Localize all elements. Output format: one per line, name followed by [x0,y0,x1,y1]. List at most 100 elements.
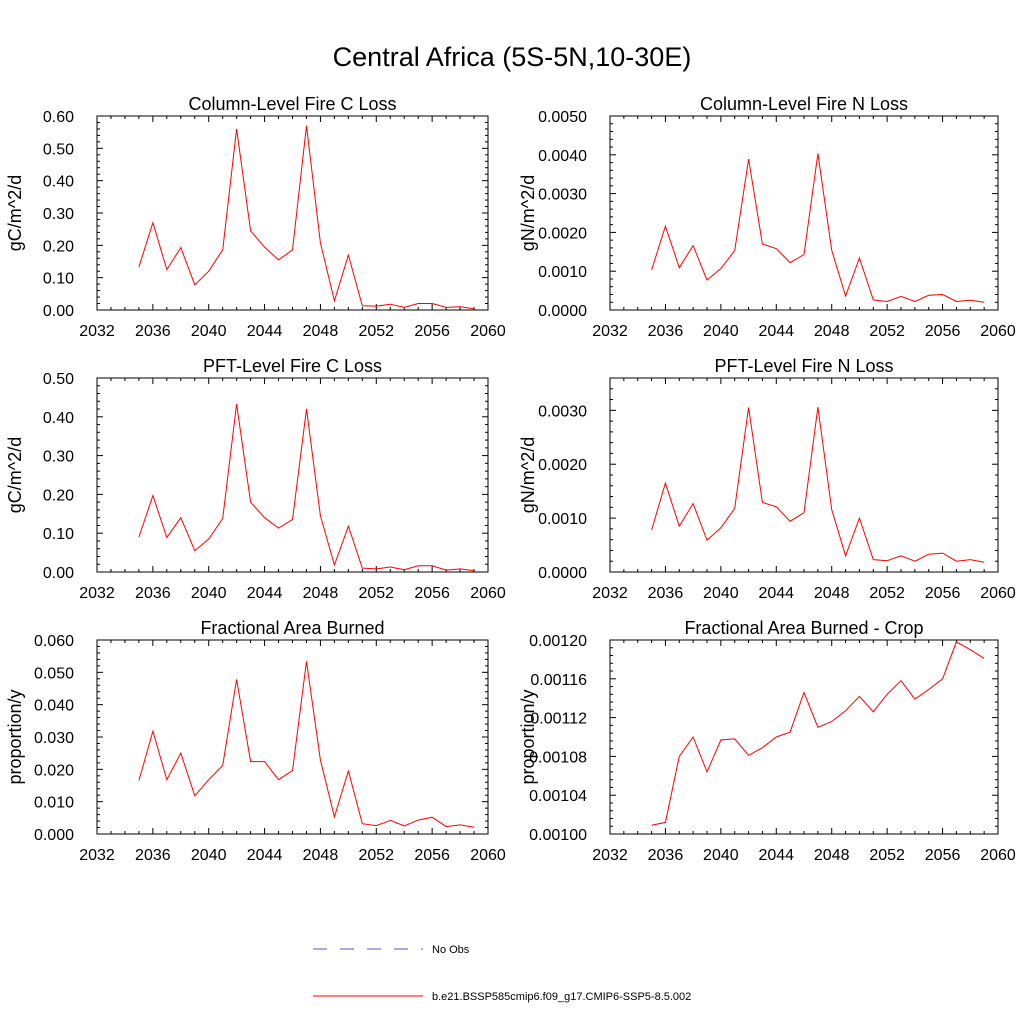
y-tick-label: 0.00116 [530,672,587,689]
x-tick-label: 2040 [703,323,739,340]
y-axis-label: gC/m^2/d [5,175,25,251]
x-tick-label: 2060 [980,847,1016,864]
x-tick-label: 2060 [470,323,506,340]
panel-title: PFT-Level Fire N Loss [714,356,893,376]
x-tick-label: 2056 [925,323,961,340]
y-tick-label: 0.0020 [538,457,587,474]
x-tick-label: 2044 [758,847,794,864]
x-tick-label: 2052 [358,323,394,340]
x-tick-label: 2040 [703,585,739,602]
x-tick-label: 2044 [247,323,283,340]
x-tick-label: 2056 [925,847,961,864]
x-tick-label: 2036 [648,323,684,340]
y-tick-label: 0.0020 [538,225,587,242]
x-tick-label: 2032 [79,323,115,340]
plot-frame [96,639,489,835]
x-tick-label: 2036 [648,585,684,602]
x-tick-label: 2044 [247,585,283,602]
y-tick-label: 0.020 [34,762,74,779]
y-tick-label: 0.0010 [538,511,587,528]
x-tick-label: 2056 [414,585,450,602]
y-tick-label: 0.00120 [529,633,587,650]
series-line [651,641,985,826]
y-tick-label: 0.00112 [530,711,587,728]
y-tick-label: 0.40 [43,410,74,427]
x-tick-label: 2032 [79,585,115,602]
legend-model-label: b.e21.BSSP585cmip6.f09_g17.CMIP6-SSP5-8.… [432,991,691,1003]
panel-4: PFT-Level Fire N Loss gN/m^2/d 2032 2036 204… [518,356,1016,602]
x-tick-label: 2060 [980,323,1016,340]
x-tick-label: 2036 [135,323,171,340]
figure-title: Central Africa (5S-5N,10-30E) [333,42,692,72]
x-tick-label: 2048 [814,323,850,340]
panel-title: Fractional Area Burned [200,618,384,638]
y-tick-label: 0.10 [43,526,74,543]
x-tick-label: 2032 [79,847,115,864]
x-tick-label: 2056 [414,323,450,340]
x-tick-label: 2052 [869,585,905,602]
x-tick-label: 2060 [980,585,1016,602]
x-tick-label: 2032 [592,323,628,340]
y-tick-label: 0.0000 [538,565,587,582]
y-tick-label: 0.60 [43,109,74,126]
y-tick-label: 0.0010 [538,264,587,281]
plot-frame [96,115,489,311]
series-line [651,407,985,563]
panel-6: Fractional Area Burned - Crop proportion/… [518,618,1016,864]
y-tick-label: 0.30 [43,206,74,223]
x-tick-label: 2044 [758,585,794,602]
y-tick-label: 0.20 [43,238,74,255]
x-tick-label: 2032 [592,847,628,864]
y-axis-label: proportion/y [518,689,538,784]
plot-frame [609,377,999,573]
legend-obs-label: No Obs [432,944,470,956]
y-tick-label: 0.40 [43,174,74,191]
y-axis-label: gC/m^2/d [5,437,25,513]
panel-title: Column-Level Fire C Loss [188,94,396,114]
series-line [138,125,475,310]
y-tick-label: 0.10 [43,271,74,288]
y-tick-label: 0.00100 [529,827,587,844]
y-tick-label: 0.00108 [529,749,587,766]
x-tick-label: 2052 [358,847,394,864]
x-tick-label: 2048 [814,585,850,602]
y-tick-label: 0.00 [43,565,74,582]
x-tick-label: 2040 [191,847,227,864]
y-tick-label: 0.010 [34,795,74,812]
plot-frame [96,377,489,573]
x-tick-label: 2032 [592,585,628,602]
x-tick-label: 2052 [358,585,394,602]
y-axis-label: gN/m^2/d [518,437,538,513]
y-tick-label: 0.060 [34,633,74,650]
y-tick-label: 0.0050 [538,109,587,126]
panel-5: Fractional Area Burned proportion/y 2032 20… [5,618,506,864]
x-tick-label: 2036 [135,585,171,602]
plot-frame [609,639,999,835]
y-tick-label: 0.00 [43,303,74,320]
series-line [651,153,985,303]
y-tick-label: 0.050 [34,665,74,682]
y-tick-label: 0.0030 [538,187,587,204]
series-line [138,661,475,828]
x-tick-label: 2052 [869,847,905,864]
plot-frame [609,115,999,311]
y-tick-label: 0.50 [43,371,74,388]
x-tick-label: 2048 [303,585,339,602]
y-tick-label: 0.0030 [538,403,587,420]
y-tick-label: 0.0040 [538,148,587,165]
panel-title: PFT-Level Fire C Loss [203,356,382,376]
x-tick-label: 2060 [470,847,506,864]
y-tick-label: 0.0000 [538,303,587,320]
x-tick-label: 2036 [648,847,684,864]
y-tick-label: 0.000 [34,827,74,844]
y-axis-label: proportion/y [5,689,25,784]
x-tick-label: 2044 [247,847,283,864]
y-tick-label: 0.50 [43,141,74,158]
x-tick-label: 2048 [303,323,339,340]
x-tick-label: 2056 [414,847,450,864]
panel-title: Column-Level Fire N Loss [700,94,908,114]
panel-3: PFT-Level Fire C Loss gC/m^2/d 2032 2036 204… [5,356,506,602]
x-tick-label: 2044 [758,323,794,340]
panel-1: Column-Level Fire C Loss gC/m^2/d 2032 2036… [5,94,506,340]
